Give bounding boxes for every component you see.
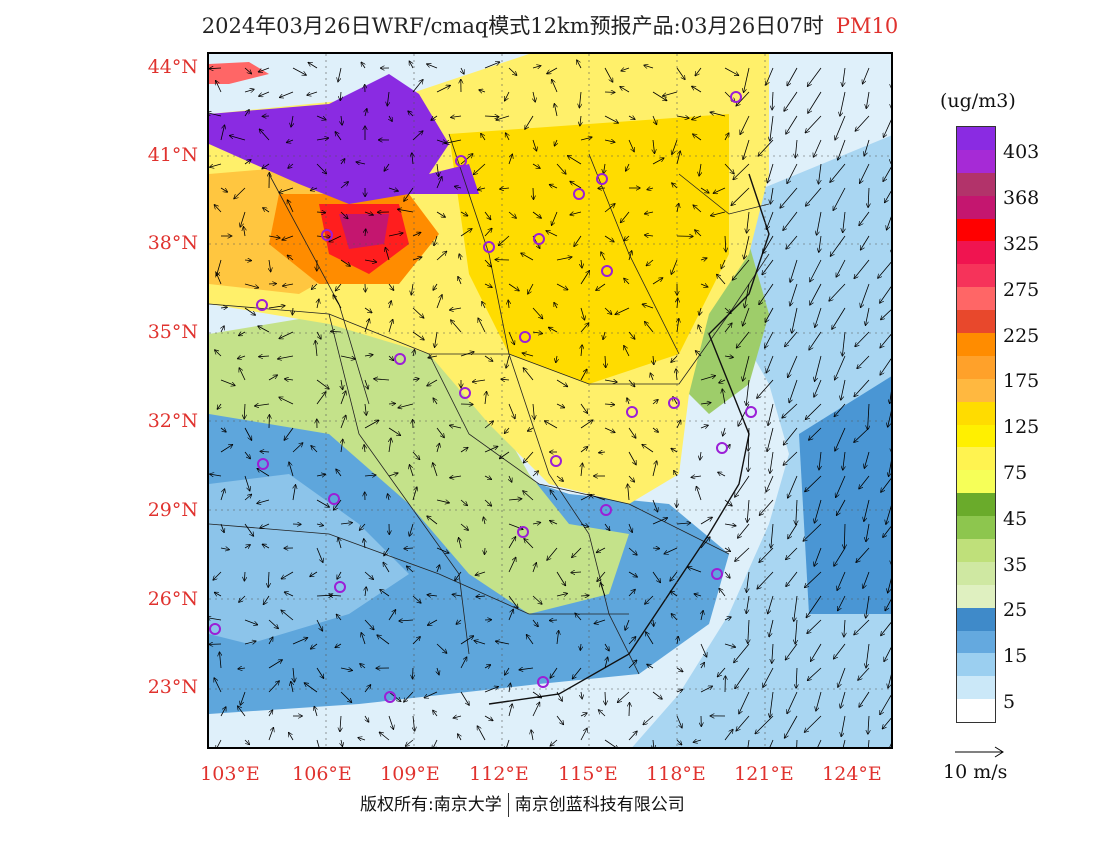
color-swatch	[957, 150, 995, 173]
wind-arrow	[389, 404, 395, 405]
color-swatch	[957, 173, 995, 196]
copyright-right: 南京创蓝科技有限公司	[515, 795, 685, 815]
color-swatch	[957, 379, 995, 402]
color-swatch	[957, 653, 995, 676]
wind-arrow	[892, 92, 894, 108]
color-swatch	[957, 425, 995, 448]
lon-label: 124°E	[812, 763, 892, 785]
wind-arrow	[892, 548, 893, 565]
wind-arrow	[550, 620, 557, 621]
legend-label: 15	[1003, 645, 1027, 667]
wind-arrow	[629, 703, 630, 716]
color-swatch	[957, 356, 995, 379]
lon-label: 106°E	[282, 763, 362, 785]
color-swatch	[957, 310, 995, 333]
color-swatch	[957, 585, 995, 608]
wind-arrow	[485, 548, 486, 554]
legend-label: 368	[1003, 187, 1039, 209]
wind-arrow	[892, 428, 893, 453]
wind-arrow	[892, 68, 893, 88]
chart-title: 2024年03月26日WRF/cmaq模式12km预报产品:03月26日07时 P…	[0, 10, 1100, 40]
wind-arrow	[533, 188, 534, 199]
legend-label: 275	[1003, 279, 1039, 301]
color-swatch	[957, 608, 995, 631]
wind-arrow	[892, 236, 893, 254]
separator	[508, 793, 509, 817]
color-swatch	[957, 333, 995, 356]
color-swatch	[957, 264, 995, 287]
lon-label: 115°E	[548, 763, 628, 785]
lat-label: 29°N	[140, 499, 198, 521]
copyright: 版权所有:南京大学 南京创蓝科技有限公司	[360, 790, 685, 817]
legend-label: 225	[1003, 325, 1039, 347]
color-swatch	[957, 447, 995, 470]
pm10-map	[207, 52, 893, 749]
color-swatch	[957, 219, 995, 242]
lat-label: 23°N	[140, 676, 198, 698]
legend-units: (ug/m3)	[940, 90, 1016, 112]
copyright-left: 版权所有:南京大学	[360, 795, 502, 815]
color-swatch	[957, 196, 995, 219]
legend-label: 325	[1003, 233, 1039, 255]
lon-label: 112°E	[459, 763, 539, 785]
wind-arrow	[413, 668, 414, 679]
color-swatch	[957, 699, 995, 722]
legend-label: 45	[1003, 508, 1027, 530]
lon-label: 121°E	[724, 763, 804, 785]
lat-label: 44°N	[140, 56, 198, 78]
lon-label: 118°E	[636, 763, 716, 785]
wind-reference-arrow	[941, 745, 1007, 759]
color-swatch	[957, 516, 995, 539]
color-swatch	[957, 493, 995, 516]
lon-label: 103°E	[190, 763, 270, 785]
color-swatch	[957, 241, 995, 264]
color-swatch	[957, 402, 995, 425]
legend-label: 125	[1003, 416, 1039, 438]
map-canvas	[209, 54, 893, 749]
color-swatch	[957, 287, 995, 310]
color-swatch	[957, 127, 995, 150]
lat-label: 26°N	[140, 588, 198, 610]
pollutant-label: PM10	[836, 14, 898, 38]
color-swatch	[957, 631, 995, 654]
lat-label: 32°N	[140, 410, 198, 432]
lat-label: 41°N	[140, 144, 198, 166]
wind-arrow	[581, 596, 589, 597]
color-swatch	[957, 539, 995, 562]
legend-label: 5	[1003, 691, 1015, 713]
color-bar	[956, 126, 996, 723]
color-swatch	[957, 676, 995, 699]
legend-label: 403	[1003, 141, 1039, 163]
legend-label: 75	[1003, 462, 1027, 484]
wind-reference-label: 10 m/s	[943, 761, 1007, 783]
color-swatch	[957, 562, 995, 585]
legend-label: 175	[1003, 370, 1039, 392]
lon-label: 109°E	[370, 763, 450, 785]
lat-label: 38°N	[140, 232, 198, 254]
wind-arrow	[891, 140, 893, 163]
lat-label: 35°N	[140, 321, 198, 343]
title-main: 2024年03月26日WRF/cmaq模式12km预报产品:03月26日07时	[202, 14, 824, 38]
legend-label: 35	[1003, 554, 1027, 576]
legend-label: 25	[1003, 599, 1027, 621]
color-swatch	[957, 470, 995, 493]
